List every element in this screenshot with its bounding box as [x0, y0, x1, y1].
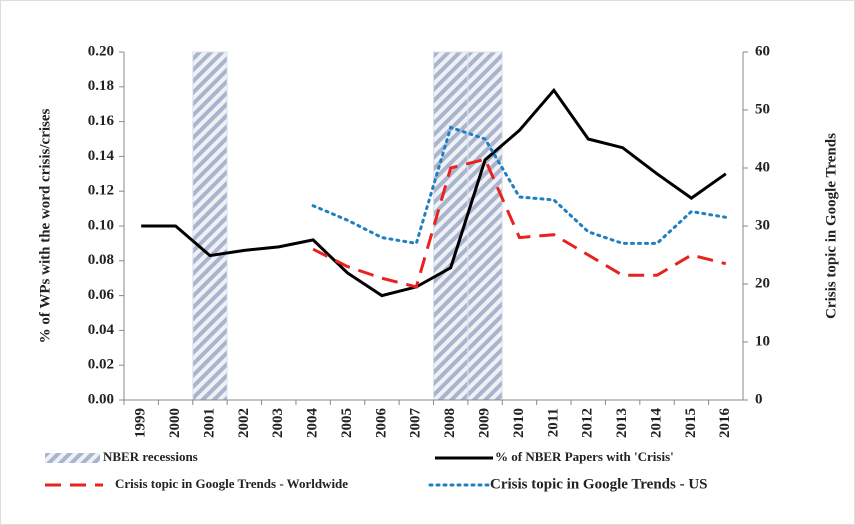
recession-bar	[192, 51, 228, 401]
x-tick-label: 2015	[683, 408, 699, 438]
recession-bar	[467, 51, 503, 401]
legend-label: NBER recessions	[103, 449, 198, 464]
recession-bar	[433, 51, 469, 401]
x-tick-label: 2008	[442, 408, 458, 438]
y2-tick-label: 20	[755, 275, 770, 291]
legend-label: % of NBER Papers with 'Crisis'	[495, 449, 674, 464]
x-tick-label: 2004	[305, 408, 321, 439]
legend-swatch	[45, 453, 100, 463]
x-tick-label: 2011	[545, 408, 561, 437]
series-line	[141, 87, 727, 298]
x-tick-label: 2000	[167, 408, 183, 438]
x-tick-label: 2013	[614, 408, 630, 438]
y2-tick-label: 30	[755, 217, 770, 233]
y-tick-label: 0.12	[88, 183, 114, 199]
y-tick-label: 0.04	[88, 322, 115, 338]
y-tick-label: 0.06	[88, 287, 115, 303]
y-tick-label: 0.00	[88, 391, 114, 407]
y-tick-label: 0.18	[88, 78, 114, 94]
y-tick-label: 0.16	[88, 113, 115, 129]
x-tick-label: 2010	[511, 408, 527, 438]
x-tick-label: 2009	[477, 408, 493, 438]
series-line	[311, 125, 728, 246]
x-tick-label: 2016	[717, 408, 733, 439]
legend-label: Crisis topic in Google Trends - Worldwid…	[115, 476, 348, 491]
y-tick-label: 0.02	[88, 357, 114, 373]
x-tick-label: 2005	[339, 408, 355, 438]
y2-tick-label: 60	[755, 43, 770, 59]
x-tick-label: 2001	[201, 408, 217, 438]
x-tick-label: 2003	[270, 408, 286, 438]
y2-axis-title: Crisis topic in Google Trends	[823, 133, 839, 319]
x-tick-label: 2007	[408, 408, 424, 439]
x-tick-label: 2002	[236, 408, 252, 438]
y2-tick-label: 40	[755, 159, 770, 175]
y-tick-label: 0.20	[88, 43, 114, 59]
x-tick-label: 2014	[648, 408, 664, 439]
y-tick-label: 0.10	[88, 217, 114, 233]
x-tick-label: 2012	[580, 408, 596, 438]
series-line	[312, 157, 727, 289]
legend-label: Crisis topic in Google Trends - US	[490, 476, 708, 492]
y-tick-label: 0.14	[88, 148, 115, 164]
y-tick-label: 0.08	[88, 252, 114, 268]
x-tick-label: 1999	[133, 408, 149, 438]
y-axis-title: % of WPs with the word crisis/crises	[37, 108, 53, 343]
y2-tick-label: 0	[755, 391, 763, 407]
y2-tick-label: 50	[755, 101, 770, 117]
x-tick-label: 2006	[373, 408, 389, 439]
y2-tick-label: 10	[755, 333, 770, 349]
